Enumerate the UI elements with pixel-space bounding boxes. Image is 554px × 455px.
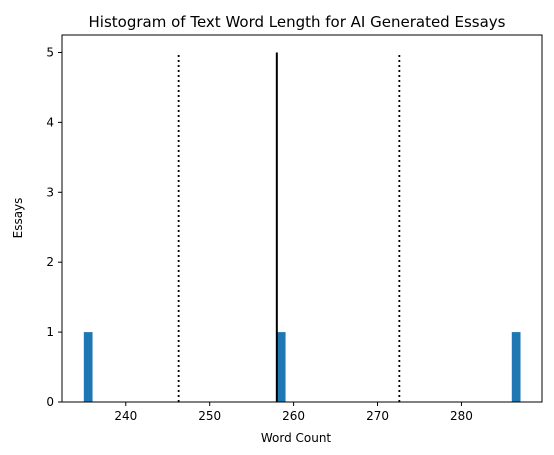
x-axis-label: Word Count [261, 431, 332, 445]
y-tick-label-3: 3 [46, 185, 54, 199]
x-tick-label-0: 240 [114, 409, 137, 423]
plot-frame [61, 34, 543, 403]
y-tick-label-4: 4 [46, 115, 54, 129]
y-tick-label-2: 2 [46, 255, 54, 269]
x-axis-ticks: 240 250 260 270 280 [114, 402, 473, 423]
histogram-bar-1 [276, 332, 286, 402]
y-tick-label-5: 5 [46, 45, 54, 59]
x-tick-label-4: 280 [450, 409, 473, 423]
reference-lines-layer [177, 52, 401, 402]
x-tick-label-1: 250 [198, 409, 221, 423]
histogram-bar-2 [511, 332, 521, 402]
y-tick-label-0: 0 [46, 395, 54, 409]
y-tick-label-1: 1 [46, 325, 54, 339]
x-tick-label-2: 260 [282, 409, 305, 423]
chart-title: Histogram of Text Word Length for AI Gen… [89, 13, 506, 31]
bars-layer [83, 332, 521, 402]
y-axis-ticks: 0 1 2 3 4 5 [46, 45, 62, 409]
x-tick-label-3: 270 [366, 409, 389, 423]
histogram-bar-0 [83, 332, 93, 402]
y-axis-label: Essays [11, 198, 25, 239]
